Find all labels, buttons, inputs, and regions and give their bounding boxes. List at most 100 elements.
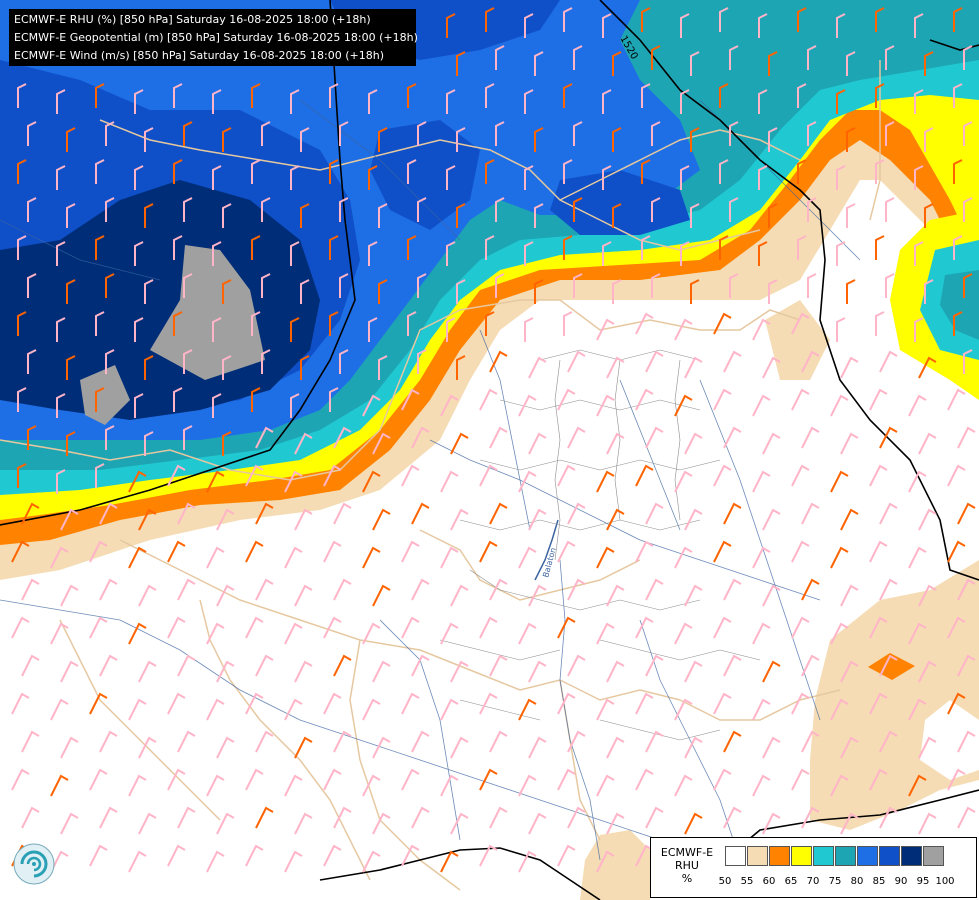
- wind-barb: [134, 241, 144, 266]
- wind-barb: [635, 312, 654, 335]
- wind-barb: [251, 159, 261, 184]
- wind-barb: [251, 387, 261, 412]
- wind-barb: [791, 540, 810, 563]
- rhu-band-95b: [80, 365, 130, 425]
- wind-barb: [801, 350, 820, 373]
- wind-barb: [56, 469, 66, 494]
- wind-barb: [261, 121, 271, 146]
- wind-barb: [641, 83, 651, 108]
- wind-barb: [924, 203, 934, 228]
- wind-barb: [255, 806, 274, 829]
- title-box: ECMWF-E RHU (%) [850 hPa] Saturday 16-08…: [9, 9, 418, 66]
- wind-barb: [440, 394, 459, 417]
- wind-barb: [869, 540, 888, 563]
- wind-barb: [690, 127, 700, 152]
- wind-barb: [963, 273, 973, 298]
- wind-barb: [255, 502, 274, 525]
- wind-barb: [294, 736, 313, 759]
- wind-barb: [284, 546, 303, 569]
- wind-barb: [183, 349, 193, 374]
- wind-barb: [524, 89, 534, 114]
- wind-barb: [183, 425, 193, 450]
- wind-barb: [173, 387, 183, 412]
- wind-barb: [908, 394, 927, 417]
- wind-barb: [602, 13, 612, 38]
- wind-barb: [752, 622, 771, 645]
- wind-barb: [557, 616, 576, 639]
- legend-swatch: [813, 846, 834, 866]
- wind-barb: [752, 698, 771, 721]
- wind-barb: [840, 736, 859, 759]
- wind-barb: [606, 812, 625, 835]
- legend-tick: 55: [740, 876, 754, 887]
- legend-swatch: [791, 846, 812, 866]
- wind-barb: [768, 279, 778, 304]
- wind-barb: [563, 83, 573, 108]
- wind-barb: [807, 45, 817, 70]
- wind-barb: [95, 83, 105, 108]
- wind-barb: [534, 279, 544, 304]
- wind-barb: [183, 197, 193, 222]
- wind-barb: [222, 355, 232, 380]
- wind-barb: [479, 692, 498, 715]
- wind-barb: [479, 388, 498, 411]
- wind-barb: [914, 317, 924, 342]
- wind-barb: [479, 768, 498, 791]
- wind-barb: [105, 349, 115, 374]
- wind-barb: [762, 812, 781, 835]
- wind-barb: [602, 89, 612, 114]
- wind-barb: [869, 768, 888, 791]
- wind-barb: [879, 350, 898, 373]
- wind-barb: [290, 241, 300, 266]
- wind-barb: [914, 165, 924, 190]
- wind-barb: [284, 698, 303, 721]
- wind-barb: [602, 241, 612, 266]
- wind-barb: [680, 89, 690, 114]
- wind-barb: [947, 768, 966, 791]
- wind-barb: [290, 317, 300, 342]
- wind-barb: [830, 394, 849, 417]
- wind-barb: [723, 350, 742, 373]
- wind-barb: [645, 502, 664, 525]
- wind-barb: [947, 464, 966, 487]
- wind-barb: [300, 127, 310, 152]
- wind-barb: [641, 7, 651, 32]
- wind-barb: [294, 508, 313, 531]
- wind-barb: [947, 540, 966, 563]
- wind-barb: [284, 622, 303, 645]
- wind-barb: [573, 197, 583, 222]
- wind-barb: [339, 349, 349, 374]
- wind-barb: [563, 311, 573, 336]
- wind-barb: [641, 235, 651, 260]
- title-wind: ECMWF-E Wind (m/s) [850 hPa] Saturday 16…: [14, 49, 384, 62]
- wind-barb: [752, 774, 771, 797]
- wind-barb: [255, 730, 274, 753]
- wind-barb: [713, 692, 732, 715]
- legend-swatches: [725, 846, 945, 866]
- wind-barb: [557, 540, 576, 563]
- wind-barb: [66, 355, 76, 380]
- wind-barb: [846, 51, 856, 76]
- wind-barb: [378, 127, 388, 152]
- wind-barb: [840, 508, 859, 531]
- wind-barb: [11, 616, 30, 639]
- wind-barb: [791, 616, 810, 639]
- wind-barb: [563, 235, 573, 260]
- wind-barb: [450, 736, 469, 759]
- wind-barb: [957, 806, 976, 829]
- wind-barb: [869, 388, 888, 411]
- wind-barb: [284, 774, 303, 797]
- legend-tick: 95: [916, 876, 930, 887]
- wind-barb: [372, 812, 391, 835]
- wind-barb: [11, 540, 30, 563]
- wind-barb: [924, 51, 934, 76]
- wind-barb: [440, 698, 459, 721]
- wind-barb: [719, 83, 729, 108]
- wind-barb: [836, 89, 846, 114]
- wind-barb: [758, 13, 768, 38]
- wind-barb: [606, 432, 625, 455]
- wind-barb: [290, 165, 300, 190]
- wind-barb: [567, 426, 586, 449]
- wind-barb: [797, 235, 807, 260]
- wind-barb: [674, 622, 693, 645]
